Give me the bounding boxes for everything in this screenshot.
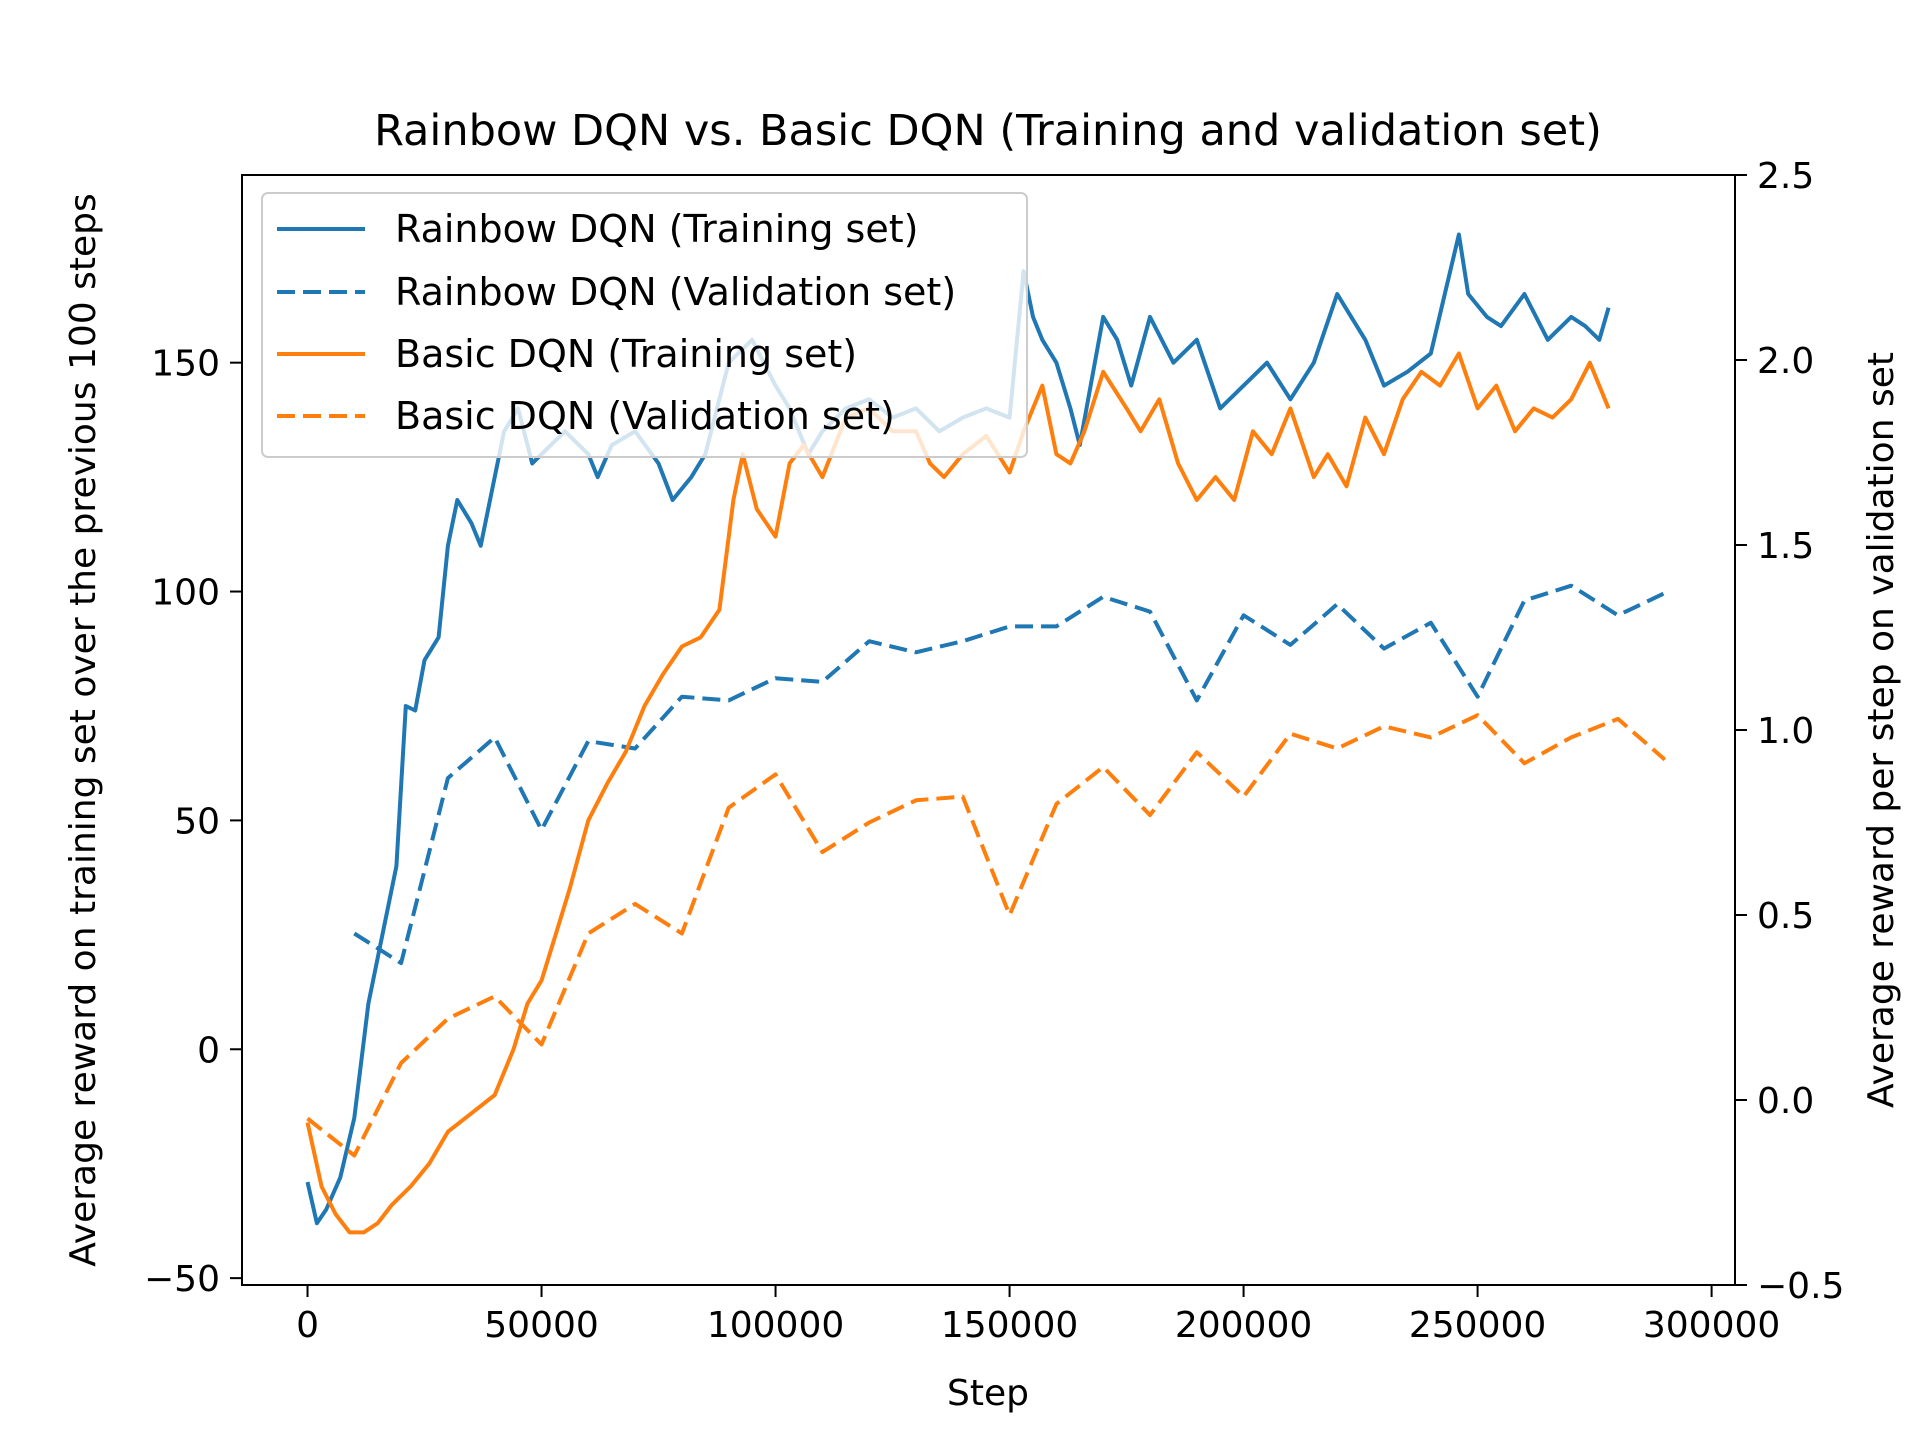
y-right-tick-label: 1.0	[1757, 711, 1814, 752]
y-left-tick-label: −50	[144, 1259, 220, 1300]
legend-label-rainbow-train: Rainbow DQN (Training set)	[395, 207, 918, 251]
y-right-axis-label: Average reward per step on validation se…	[1861, 352, 1902, 1108]
legend: Rainbow DQN (Training set) Rainbow DQN (…	[261, 192, 1028, 458]
y-left-tick-label: 150	[151, 344, 220, 385]
x-axis-ticks: 0 50000 100000 150000 200000 250000 300000	[296, 1285, 1780, 1346]
y-right-tick-label: 2.5	[1757, 156, 1814, 197]
x-tick-label: 300000	[1643, 1305, 1780, 1346]
legend-label-rainbow-val: Rainbow DQN (Validation set)	[395, 270, 956, 314]
y-right-tick-label: 0.5	[1757, 896, 1814, 937]
y-left-tick-label: 0	[197, 1030, 220, 1071]
series-line-2	[305, 351, 1611, 1235]
legend-box	[261, 192, 1028, 458]
y-right-axis-ticks: −0.5 0.0 0.5 1.0 1.5 2.0 2.5	[1735, 156, 1844, 1307]
y-left-axis-ticks: −50 0 50 100 150	[144, 344, 242, 1300]
y-left-tick-label: 100	[151, 573, 220, 614]
y-right-tick-label: 0.0	[1757, 1081, 1814, 1122]
x-tick-label: 150000	[941, 1305, 1078, 1346]
legend-label-basic-train: Basic DQN (Training set)	[395, 332, 857, 376]
y-left-tick-label: 50	[174, 801, 220, 842]
x-tick-label: 250000	[1409, 1305, 1546, 1346]
x-axis-label: Step	[947, 1373, 1029, 1414]
y-left-axis-label: Average reward on training set over the …	[63, 193, 104, 1266]
y-right-tick-label: −0.5	[1757, 1266, 1844, 1307]
legend-label-basic-val: Basic DQN (Validation set)	[395, 394, 895, 438]
chart-title: Rainbow DQN vs. Basic DQN (Training and …	[374, 106, 1602, 156]
x-tick-label: 100000	[707, 1305, 844, 1346]
x-tick-label: 50000	[484, 1305, 599, 1346]
series-line-3	[306, 713, 1667, 1158]
x-tick-label: 0	[296, 1305, 319, 1346]
series-line-1	[353, 583, 1666, 966]
y-right-tick-label: 2.0	[1757, 341, 1814, 382]
x-tick-label: 200000	[1175, 1305, 1312, 1346]
y-right-tick-label: 1.5	[1757, 526, 1814, 567]
